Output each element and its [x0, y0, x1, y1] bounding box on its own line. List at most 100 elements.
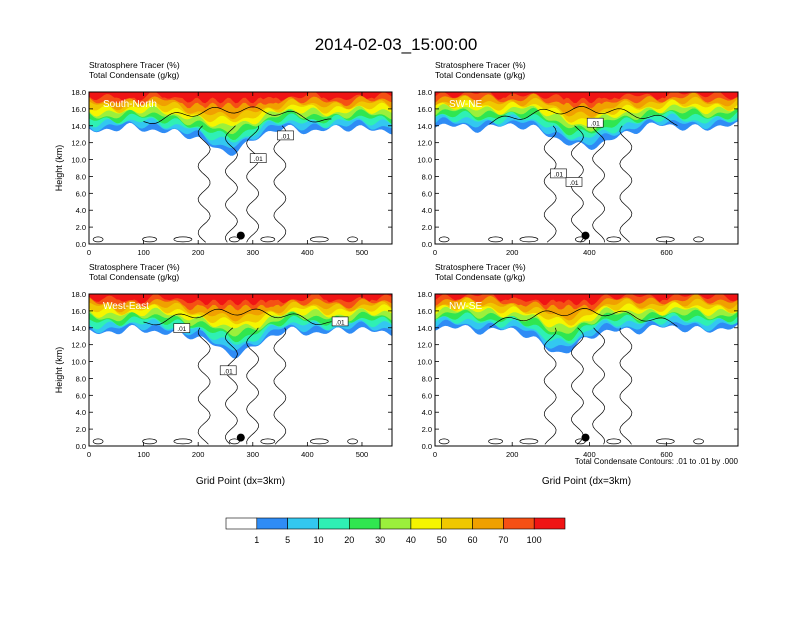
- contour-label: .01: [277, 130, 294, 140]
- anvil-contour: [489, 308, 678, 328]
- y-tick-label: 6.0: [422, 189, 432, 198]
- low-cloud-contour: [142, 236, 157, 243]
- contour-label-box: [173, 323, 191, 333]
- tower-contour: [543, 327, 557, 445]
- colorbar-label: 30: [375, 535, 385, 545]
- colorbar-swatch: [533, 517, 566, 530]
- panel-subtitle-tracer: Stratosphere Tracer (%): [89, 60, 180, 70]
- y-tick-label: 4.0: [422, 408, 432, 417]
- x-tick-label: 200: [506, 248, 519, 257]
- panel-south-north: Stratosphere Tracer (%)Total Condensate …: [54, 60, 393, 257]
- footnote: Total Condensate Contours: .01 to .01 by…: [575, 457, 739, 466]
- colorbar-swatch: [287, 517, 319, 530]
- location-marker: [236, 231, 245, 240]
- x-tick-label: 400: [583, 450, 596, 459]
- y-tick-label: 18.0: [71, 88, 86, 97]
- location-marker: [581, 433, 590, 442]
- x-tick-label: 400: [583, 248, 596, 257]
- y-tick-label: 8.0: [76, 172, 86, 181]
- tower-contour: [592, 327, 606, 445]
- low-cloud-contour: [519, 438, 539, 445]
- tower-contour: [246, 125, 260, 243]
- low-cloud-contour: [438, 438, 450, 445]
- contour-label-text: .01: [281, 133, 290, 140]
- tracer-band-100: [435, 92, 738, 104]
- panel-subtitle-tracer: Stratosphere Tracer (%): [435, 60, 526, 70]
- colorbar-label: 70: [498, 535, 508, 545]
- colorbar-label: 20: [344, 535, 354, 545]
- y-tick-label: 16.0: [71, 105, 86, 114]
- contour-label-box: [249, 153, 267, 163]
- low-cloud-contour: [438, 236, 450, 243]
- y-tick-label: 2.0: [422, 425, 432, 434]
- y-tick-label: 18.0: [417, 290, 432, 299]
- tracer-band-100: [89, 294, 392, 306]
- y-tick-label: 4.0: [76, 408, 86, 417]
- condensate-contours: [92, 308, 358, 445]
- y-tick-label: 16.0: [417, 307, 432, 316]
- x-tick-label: 600: [660, 248, 673, 257]
- panel-nw-se: Stratosphere Tracer (%)Total Condensate …: [417, 262, 739, 487]
- y-tick-label: 8.0: [422, 172, 432, 181]
- tower-contour: [543, 125, 557, 243]
- x-tick-label: 400: [301, 248, 314, 257]
- colorbar-label: 5: [285, 535, 290, 545]
- tower-contour: [571, 327, 584, 445]
- y-tick-label: 0.0: [76, 240, 86, 249]
- condensate-contours: [438, 106, 704, 243]
- tracer-band-100: [435, 294, 738, 306]
- colorbar-swatch: [503, 517, 535, 530]
- section-label: South-North: [103, 99, 157, 110]
- colorbar-label: 100: [527, 535, 542, 545]
- low-cloud-contour: [655, 438, 675, 445]
- tracer-field: [435, 92, 738, 244]
- tower-contour: [246, 327, 259, 445]
- y-tick-label: 14.0: [417, 324, 432, 333]
- tower-contour: [197, 327, 211, 445]
- panel-subtitle-condensate: Total Condensate (g/kg): [89, 70, 179, 80]
- x-tick-label: 100: [137, 248, 150, 257]
- anvil-contour: [143, 106, 332, 124]
- y-tick-label: 10.0: [417, 156, 432, 165]
- panel-sw-ne: Stratosphere Tracer (%)Total Condensate …: [417, 60, 739, 257]
- y-tick-label: 2.0: [76, 425, 86, 434]
- low-cloud-contour: [693, 438, 704, 445]
- low-cloud-contour: [173, 236, 193, 243]
- x-tick-label: 600: [660, 450, 673, 459]
- contour-label: .01: [565, 177, 583, 187]
- contour-label-box: [550, 168, 567, 179]
- y-tick-label: 16.0: [71, 307, 86, 316]
- y-tick-label: 0.0: [76, 442, 86, 451]
- contour-label-text: .01: [177, 326, 186, 333]
- colorbar-label: 60: [467, 535, 477, 545]
- tracer-field: [435, 294, 738, 446]
- plot-frame: [434, 91, 739, 245]
- section-label: NW-SE: [449, 301, 482, 312]
- tower-contour: [197, 125, 211, 243]
- x-tick-label: 300: [247, 248, 260, 257]
- tower-contour: [592, 125, 606, 243]
- y-tick-label: 6.0: [76, 391, 86, 400]
- x-tick-label: 200: [506, 450, 519, 459]
- contour-label-text: .01: [336, 319, 345, 326]
- panel-west-east: Stratosphere Tracer (%)Total Condensate …: [54, 262, 393, 487]
- panel-subtitle-condensate: Total Condensate (g/kg): [435, 70, 525, 80]
- y-tick-label: 0.0: [422, 442, 432, 451]
- contour-label-box: [586, 117, 604, 128]
- contour-label-text: .01: [254, 156, 263, 163]
- contour-label-box: [331, 316, 349, 327]
- contour-label: .01: [219, 365, 237, 375]
- low-cloud-contour: [693, 236, 704, 243]
- x-tick-label: 100: [137, 450, 150, 459]
- x-tick-label: 300: [247, 450, 260, 459]
- tower-contour: [273, 125, 287, 243]
- y-tick-label: 12.0: [417, 139, 432, 148]
- y-tick-label: 4.0: [422, 206, 432, 215]
- y-tick-label: 12.0: [71, 341, 86, 350]
- x-axis-label: Grid Point (dx=3km): [542, 476, 631, 487]
- tower-contour: [619, 327, 633, 445]
- colorbar-swatch: [472, 517, 504, 530]
- low-cloud-contour: [347, 438, 358, 445]
